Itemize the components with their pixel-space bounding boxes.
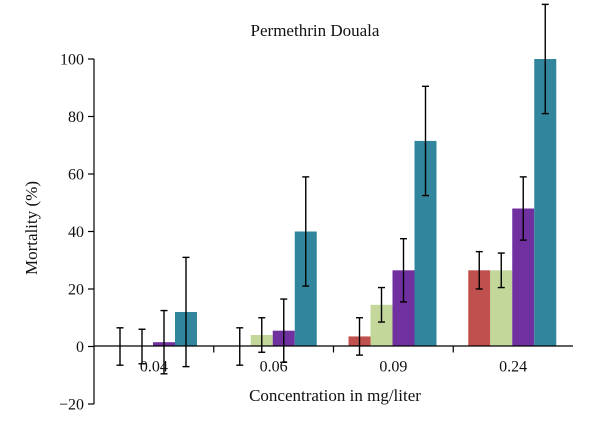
y-ticks-layer: −20 0 20 40 60 80 100 <box>59 52 94 414</box>
error-bar-s3-c1 <box>302 176 310 287</box>
bar-s3-c3 <box>534 59 557 347</box>
bar-s3-c2 <box>414 140 437 347</box>
bars-layer <box>153 59 557 347</box>
error-bar-s2-c2 <box>400 237 407 303</box>
error-bar-s1-c2 <box>378 286 385 323</box>
x-ticks-layer: 0.04 0.06 0.09 0.24 <box>140 346 527 376</box>
y-tick-label: 20 <box>68 282 84 299</box>
error-bar-s3-c0 <box>182 256 190 368</box>
error-bar-s0-c2 <box>356 317 363 356</box>
error-bar-s0-c3 <box>475 250 483 290</box>
y-tick-label: 100 <box>60 52 84 69</box>
y-tick-label: 60 <box>68 167 84 184</box>
x-axis-label: Concentration in mg/liter <box>249 386 421 405</box>
y-axis-label: Mortality (%) <box>22 181 41 275</box>
x-tick-label: 0.06 <box>260 359 288 376</box>
y-tick-label: 80 <box>68 109 84 126</box>
error-bar-s2-c1 <box>280 298 288 364</box>
x-tick-label: 0.24 <box>499 359 527 376</box>
y-tick-label: −20 <box>59 397 84 414</box>
error-bar-s1-c3 <box>497 252 505 289</box>
x-tick-label: 0.09 <box>379 359 407 376</box>
bar-s1-c2 <box>370 304 393 347</box>
error-bar-s3-c3 <box>541 3 549 115</box>
error-bar-s2-c0 <box>160 309 168 375</box>
x-tick-label: 0.04 <box>140 359 168 376</box>
error-bar-s2-c3 <box>519 176 527 241</box>
y-tick-label: 0 <box>76 339 84 356</box>
bar-s2-c3 <box>512 208 535 347</box>
bar-s3-c1 <box>294 231 317 347</box>
bar-s2-c2 <box>392 270 415 347</box>
error-bars-layer <box>116 3 549 375</box>
y-tick-label: 40 <box>68 224 84 241</box>
chart-title: Permethrin Douala <box>251 21 380 40</box>
bar-s1-c3 <box>490 270 513 347</box>
error-bar-s3-c2 <box>422 85 429 197</box>
bar-s0-c3 <box>468 270 491 347</box>
